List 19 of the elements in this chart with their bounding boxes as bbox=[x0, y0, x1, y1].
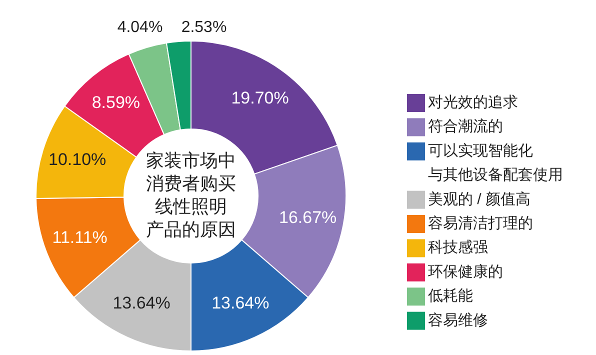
data-label: 13.64% bbox=[212, 294, 270, 313]
legend-label: 符合潮流的 bbox=[428, 118, 503, 136]
data-label: 2.53% bbox=[181, 19, 227, 36]
data-label: 8.59% bbox=[92, 93, 140, 112]
data-label: 19.70% bbox=[231, 88, 289, 108]
legend-label: 美观的 / 颜值高 bbox=[428, 190, 531, 208]
data-label: 13.64% bbox=[112, 294, 170, 313]
legend-label: 容易清洁打理的 bbox=[428, 214, 533, 232]
legend-label: 科技感强 bbox=[428, 239, 488, 256]
legend-label: 可以实现智能化与其他设备配套使用 bbox=[428, 142, 563, 184]
legend-label: 环保健康的 bbox=[428, 263, 503, 280]
data-label: 10.10% bbox=[48, 150, 106, 170]
data-label: 4.04% bbox=[117, 19, 163, 36]
legend-label: 容易维修 bbox=[428, 312, 488, 329]
legend-label: 低耗能 bbox=[428, 288, 473, 305]
data-label: 16.67% bbox=[279, 208, 337, 227]
data-label: 11.11% bbox=[52, 228, 108, 247]
legend-label: 对光效的追求 bbox=[428, 94, 518, 111]
text: 家装市场中消费者购买线性照明产品的原因 bbox=[146, 150, 236, 240]
